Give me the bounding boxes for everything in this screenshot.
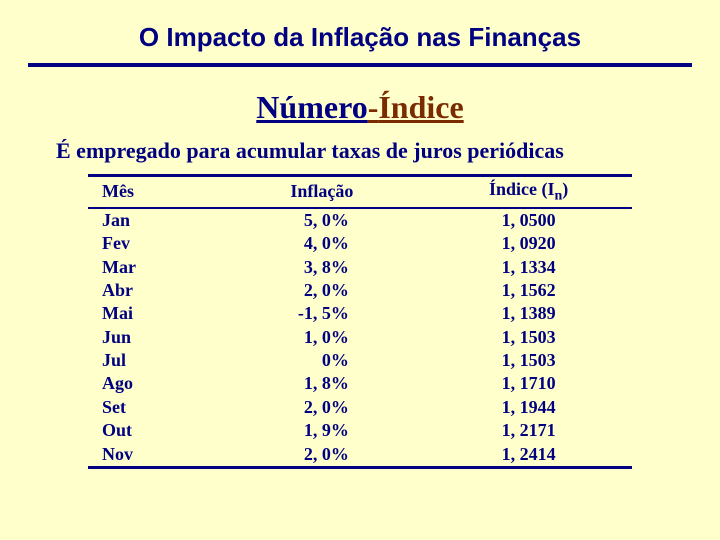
cell-indice: 1, 1710 xyxy=(425,372,632,395)
cell-indice: 1, 1944 xyxy=(425,396,632,419)
cell-inflacao: 0% xyxy=(219,349,426,372)
cell-inflacao: 1, 8% xyxy=(219,372,426,395)
cell-mes: Jan xyxy=(88,208,219,232)
table-row: Out 1, 9% 1, 2171 xyxy=(88,419,632,442)
slide-title: O Impacto da Inflação nas Finanças xyxy=(0,0,720,63)
heading-dash: - xyxy=(368,89,379,125)
cell-indice: 1, 0920 xyxy=(425,232,632,255)
cell-mes: Jun xyxy=(88,325,219,348)
col-header-inflacao: Inflação xyxy=(219,176,426,208)
cell-indice: 1, 0500 xyxy=(425,208,632,232)
cell-inflacao: 5, 0% xyxy=(219,208,426,232)
cell-indice: 1, 2171 xyxy=(425,419,632,442)
section-heading: Número-Índice xyxy=(0,89,720,126)
table-row: Set 2, 0% 1, 1944 xyxy=(88,396,632,419)
cell-mes: Ago xyxy=(88,372,219,395)
table-row: Fev 4, 0% 1, 0920 xyxy=(88,232,632,255)
cell-mes: Fev xyxy=(88,232,219,255)
col-header-indice-tail: ) xyxy=(562,179,568,199)
cell-indice: 1, 2414 xyxy=(425,442,632,467)
cell-mes: Abr xyxy=(88,279,219,302)
col-header-indice: Índice (In) xyxy=(425,176,632,208)
data-table: Mês Inflação Índice (In) Jan 5, 0% 1, 05… xyxy=(88,174,632,469)
table-row: Jul 0% 1, 1503 xyxy=(88,349,632,372)
cell-inflacao: -1, 5% xyxy=(219,302,426,325)
cell-inflacao: 4, 0% xyxy=(219,232,426,255)
cell-mes: Set xyxy=(88,396,219,419)
cell-mes: Out xyxy=(88,419,219,442)
cell-indice: 1, 1389 xyxy=(425,302,632,325)
table-row: Jun 1, 0% 1, 1503 xyxy=(88,325,632,348)
cell-inflacao: 2, 0% xyxy=(219,279,426,302)
cell-indice: 1, 1503 xyxy=(425,325,632,348)
cell-mes: Nov xyxy=(88,442,219,467)
cell-mes: Mai xyxy=(88,302,219,325)
heading-prefix: Número xyxy=(256,89,367,125)
cell-inflacao: 1, 9% xyxy=(219,419,426,442)
col-header-indice-main: Índice (I xyxy=(489,179,555,199)
table-body: Jan 5, 0% 1, 0500 Fev 4, 0% 1, 0920 Mar … xyxy=(88,208,632,468)
subtitle-text: É empregado para acumular taxas de juros… xyxy=(56,138,664,164)
data-table-container: Mês Inflação Índice (In) Jan 5, 0% 1, 05… xyxy=(88,174,632,469)
table-row: Mai -1, 5% 1, 1389 xyxy=(88,302,632,325)
cell-indice: 1, 1334 xyxy=(425,255,632,278)
col-header-mes: Mês xyxy=(88,176,219,208)
table-header-row: Mês Inflação Índice (In) xyxy=(88,176,632,208)
table-row: Ago 1, 8% 1, 1710 xyxy=(88,372,632,395)
cell-inflacao: 2, 0% xyxy=(219,442,426,467)
cell-indice: 1, 1503 xyxy=(425,349,632,372)
cell-mes: Mar xyxy=(88,255,219,278)
table-row: Nov 2, 0% 1, 2414 xyxy=(88,442,632,467)
table-row: Jan 5, 0% 1, 0500 xyxy=(88,208,632,232)
heading-suffix: Índice xyxy=(378,89,463,125)
table-row: Mar 3, 8% 1, 1334 xyxy=(88,255,632,278)
cell-indice: 1, 1562 xyxy=(425,279,632,302)
table-row: Abr 2, 0% 1, 1562 xyxy=(88,279,632,302)
cell-inflacao: 1, 0% xyxy=(219,325,426,348)
title-divider xyxy=(28,63,692,67)
cell-inflacao: 2, 0% xyxy=(219,396,426,419)
cell-mes: Jul xyxy=(88,349,219,372)
cell-inflacao: 3, 8% xyxy=(219,255,426,278)
